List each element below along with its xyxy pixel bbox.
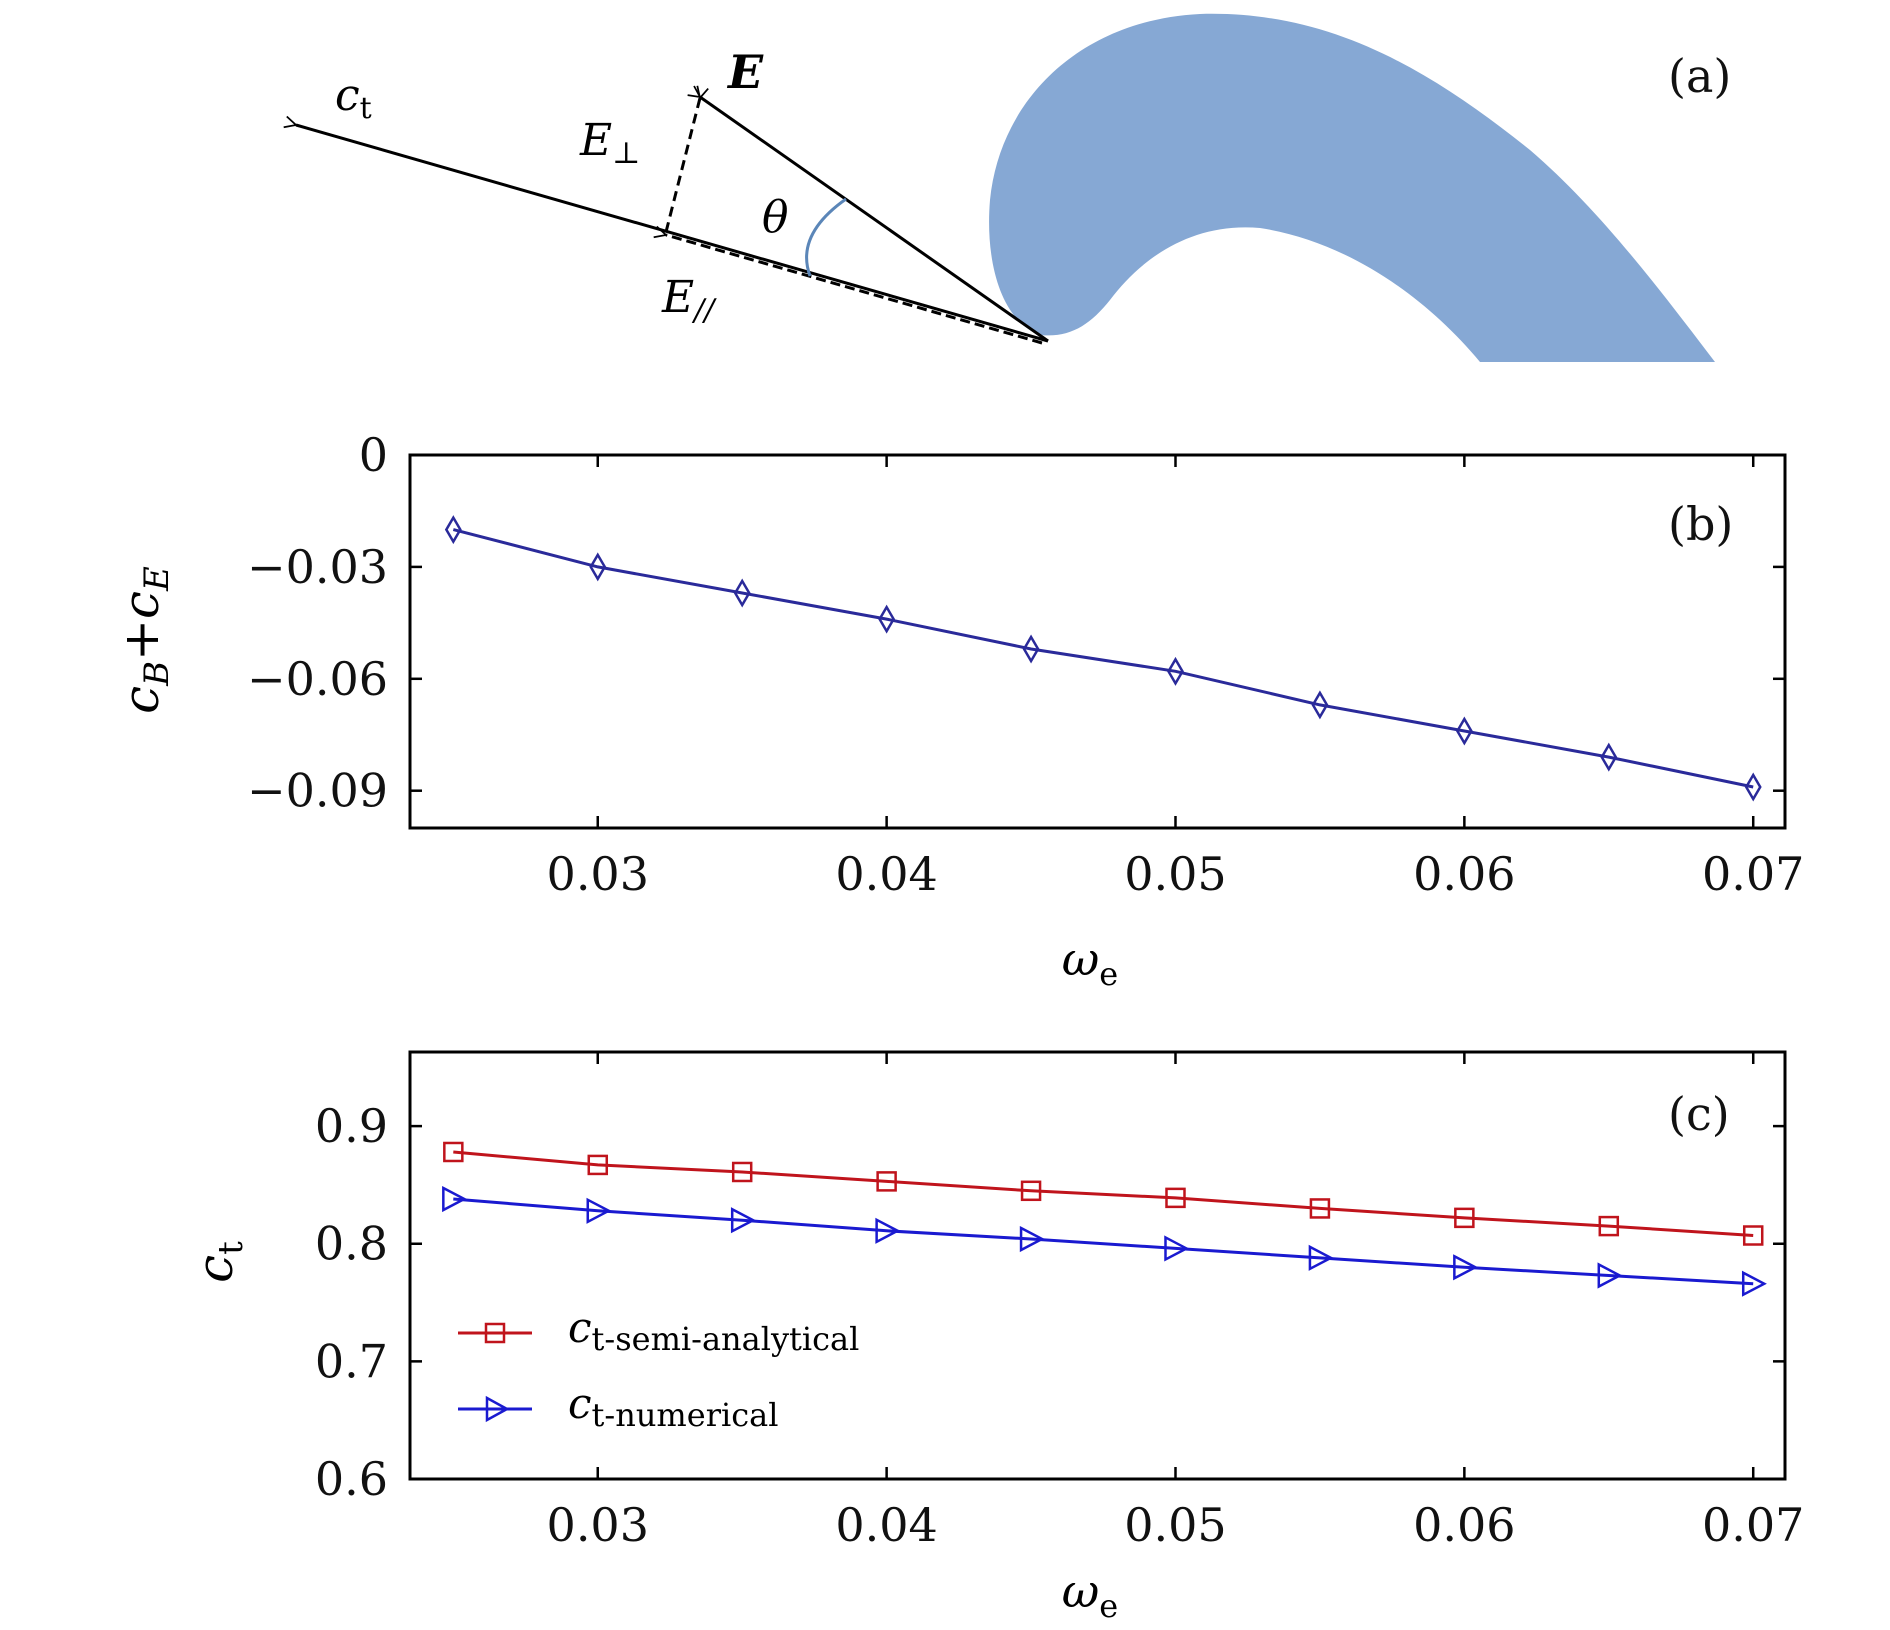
x-tick-label: 0.04 (835, 847, 937, 901)
data-point (1019, 1225, 1045, 1253)
x-tick-label: 0.03 (547, 1498, 649, 1552)
e-par-label: E// (661, 272, 717, 328)
e-arrow (700, 97, 1049, 343)
e-parallel-arrow (666, 235, 1043, 345)
panel-c-tag: (c) (1668, 1087, 1730, 1141)
data-point (586, 1197, 612, 1224)
data-point (1600, 742, 1618, 772)
legend-marker-numerical (485, 1395, 510, 1423)
y-tick-label: 0 (359, 428, 388, 482)
data-point (1167, 656, 1184, 686)
panel-a-schematic: ct E E⊥ θ E// (a) (296, 13, 1731, 363)
data-point (733, 578, 751, 608)
data-point (1022, 634, 1040, 664)
chart-b: 0.03 0.04 0.05 0.06 0.07 0 −0.03 −0.06 −0.09 (b… (112, 428, 1804, 993)
series-line-0 (452, 528, 1754, 789)
y-tick-label: 0.7 (315, 1334, 388, 1388)
data-point (876, 1171, 897, 1192)
legend-label-numerical: ct-numerical (568, 1379, 778, 1434)
data-point (1741, 1270, 1767, 1297)
data-point (443, 1141, 464, 1163)
data-point (587, 1154, 609, 1176)
x-tick-label: 0.07 (1702, 847, 1804, 901)
data-point (1164, 1235, 1190, 1262)
chart-c-frame (408, 1050, 1787, 1481)
chart-b-frame (408, 453, 1787, 830)
data-point (442, 1185, 468, 1213)
data-point (1744, 772, 1762, 802)
y-tick-label: −0.03 (247, 540, 388, 594)
data-point (1455, 716, 1473, 746)
data-point (1598, 1215, 1620, 1237)
x-tick-label: 0.06 (1413, 1498, 1515, 1552)
legend-item-numerical: ct-numerical (458, 1379, 778, 1434)
chart-b-x-ticks: 0.03 0.04 0.05 0.06 0.07 (547, 455, 1804, 901)
chart-c-x-ticks: 0.03 0.04 0.05 0.06 0.07 (547, 1052, 1804, 1552)
y-tick-label: −0.06 (247, 652, 388, 706)
chart-b-y-ticks: 0 −0.03 −0.06 −0.09 (247, 428, 1785, 818)
e-perp-arrow (664, 98, 700, 233)
panel-b-tag: (b) (1668, 497, 1733, 551)
e-perp-label: E⊥ (579, 115, 640, 171)
chart-c-y-ticks: 0.6 0.7 0.8 0.9 (315, 1099, 1785, 1506)
data-point (1309, 1198, 1331, 1219)
chart-c-series (442, 1141, 1767, 1297)
data-point (1453, 1254, 1479, 1281)
data-point (1311, 690, 1329, 720)
y-tick-label: 0.6 (315, 1452, 388, 1506)
x-tick-label: 0.07 (1702, 1498, 1804, 1552)
crescent-shape (989, 13, 1715, 363)
x-tick-label: 0.05 (1124, 1498, 1226, 1552)
theta-label: θ (762, 192, 789, 243)
e-label: E (726, 45, 764, 99)
data-point (875, 1217, 901, 1244)
theta-arc (805, 197, 847, 277)
legend-item-semi-analytical: ct-semi-analytical (458, 1303, 859, 1358)
chart-c: 0.03 0.04 0.05 0.06 0.07 0.6 0.7 0.8 0.9 (c) ωe… (186, 1050, 1804, 1625)
data-point (1454, 1207, 1475, 1229)
series-line-0 (453, 1150, 1754, 1237)
chart-b-ylabel: cB+cE (112, 566, 177, 714)
data-point (444, 515, 462, 545)
data-point (1597, 1262, 1623, 1289)
data-point (730, 1207, 756, 1234)
legend-marker-semi-analytical (484, 1322, 506, 1344)
x-tick-label: 0.06 (1413, 847, 1515, 901)
data-point (1165, 1187, 1186, 1209)
chart-c-xlabel: ωe (1062, 1564, 1118, 1625)
ct-arrow (296, 125, 1049, 343)
chart-b-xlabel: ωe (1062, 932, 1118, 993)
data-point (1308, 1244, 1334, 1271)
series-line-1 (453, 1197, 1754, 1286)
y-tick-label: −0.09 (247, 764, 388, 818)
x-tick-label: 0.05 (1124, 847, 1226, 901)
chart-b-series (444, 515, 1762, 802)
data-point (1020, 1180, 1042, 1202)
data-point (878, 604, 896, 634)
chart-c-ylabel: ct (186, 1241, 251, 1283)
data-point (589, 552, 607, 582)
ct-label: ct (335, 70, 372, 126)
chart-c-legend: ct-semi-analytical ct-numerical (458, 1303, 859, 1434)
panel-a-tag: (a) (1668, 49, 1731, 103)
x-tick-label: 0.03 (547, 847, 649, 901)
x-tick-label: 0.04 (835, 1498, 937, 1552)
data-point (1742, 1225, 1764, 1246)
data-point (731, 1161, 753, 1183)
y-tick-label: 0.8 (315, 1217, 388, 1271)
legend-label-semi-analytical: ct-semi-analytical (568, 1303, 859, 1358)
y-tick-label: 0.9 (315, 1099, 388, 1153)
